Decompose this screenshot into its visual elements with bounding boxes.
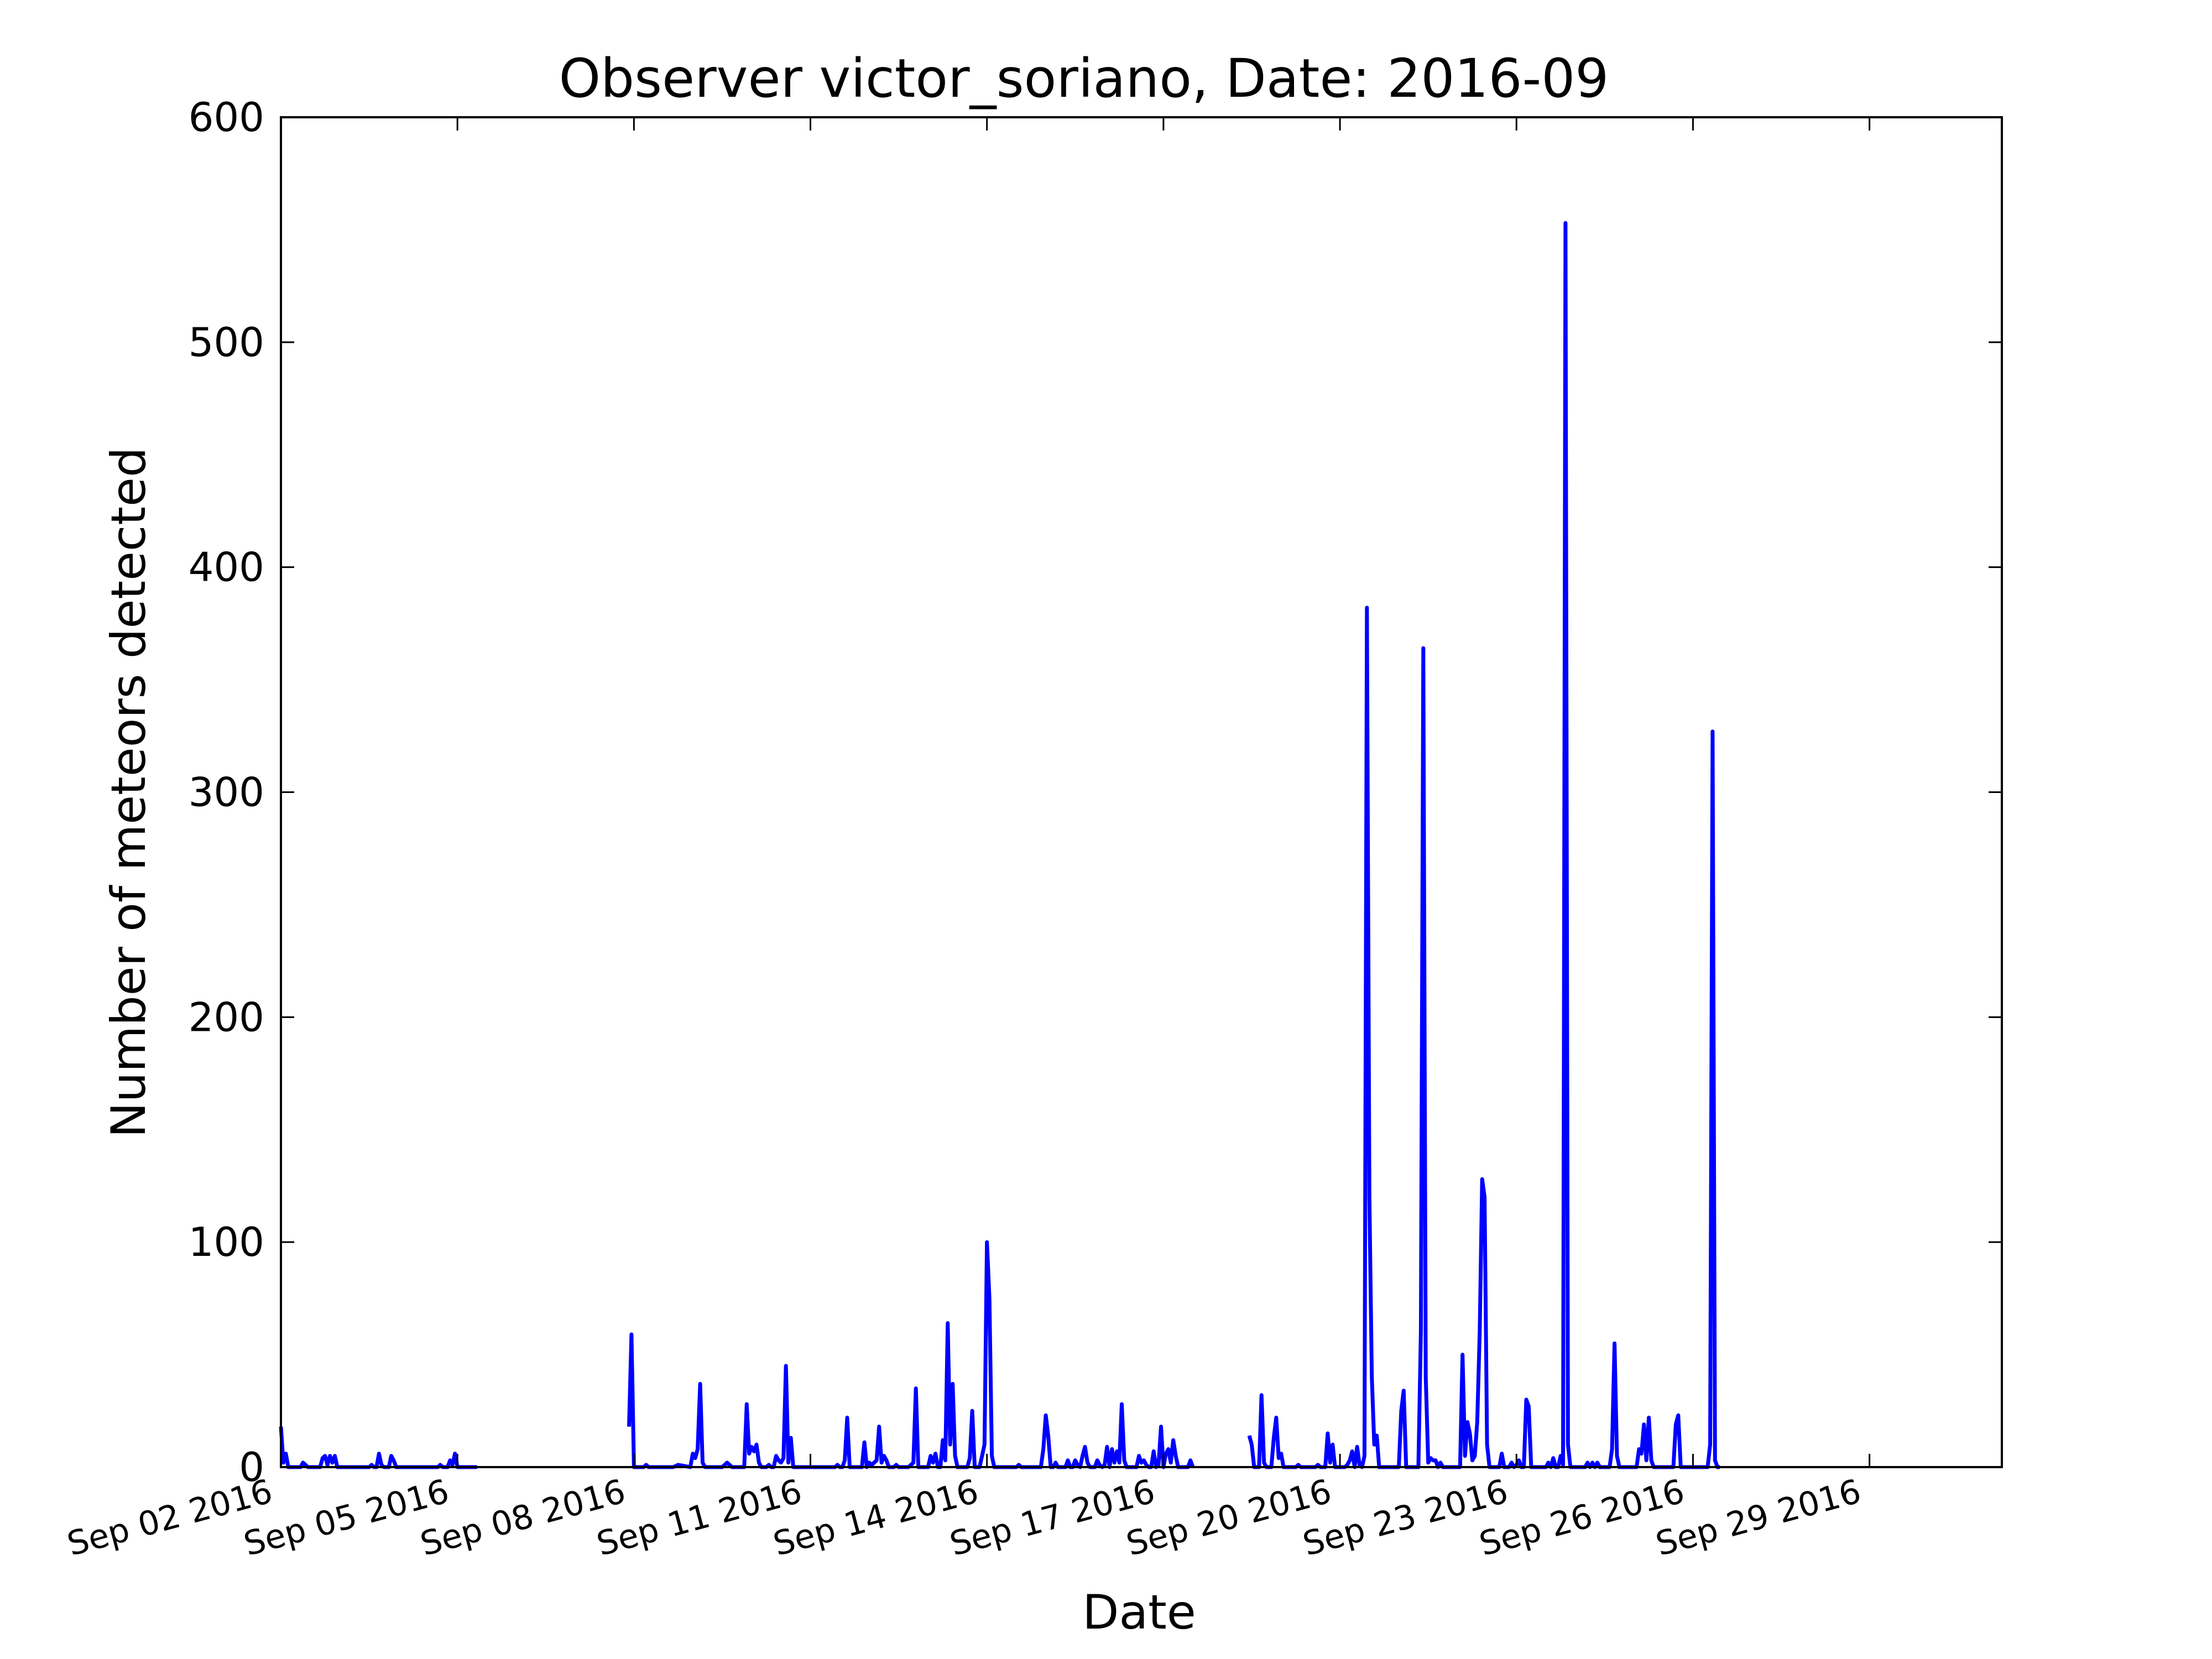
y-tick-label: 0 — [239, 1444, 264, 1490]
y-axis-label: Number of meteors detected — [101, 447, 156, 1138]
y-tick-label: 600 — [189, 94, 264, 140]
y-tick-label: 200 — [189, 994, 264, 1040]
y-tick-label: 400 — [189, 544, 264, 591]
y-tick-label: 100 — [189, 1219, 264, 1265]
chart-title: Observer victor_soriano, Date: 2016-09 — [559, 48, 1609, 109]
series-line-segment — [1247, 221, 1720, 1469]
y-tick-label: 300 — [189, 769, 264, 816]
y-tick-label: 500 — [189, 319, 264, 366]
plot-frame — [280, 116, 2003, 1468]
series-line-segment — [627, 1240, 1195, 1469]
x-axis-label: Date — [1082, 1585, 1196, 1640]
